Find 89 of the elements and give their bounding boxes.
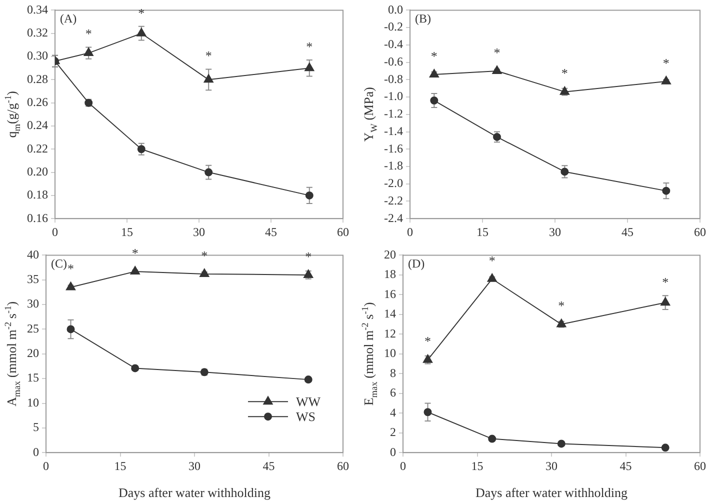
y-tick-label: -2.4 — [384, 210, 403, 225]
x-tick-label: 60 — [694, 224, 706, 239]
annotation: * — [558, 298, 565, 314]
y-tick-label: 0.28 — [27, 72, 48, 86]
y-tick-label: 12 — [384, 326, 396, 340]
y-tick-label: -0.2 — [384, 20, 403, 34]
y-tick-label: 30 — [27, 296, 39, 311]
annotation: (C) — [51, 256, 67, 270]
annotation: * — [662, 274, 669, 290]
annotation: (A) — [60, 11, 77, 26]
x-tick-label: 60 — [694, 458, 706, 473]
y-tick-label: 25 — [27, 321, 39, 336]
annotation: (D) — [408, 256, 425, 270]
y-tick-label: -2.0 — [384, 176, 403, 190]
x-axis-title: Days after water withholding — [118, 485, 271, 500]
y-tick-label: 0.16 — [27, 210, 48, 225]
annotation: * — [305, 248, 312, 264]
annotation: * — [430, 48, 438, 64]
x-tick-label: 30 — [188, 458, 200, 473]
x-tick-label: 0 — [406, 224, 413, 239]
y-tick-label: 0.18 — [27, 188, 48, 202]
annotation: * — [205, 48, 212, 64]
y-tick-label: -1.0 — [384, 89, 403, 104]
annotation: * — [424, 334, 431, 349]
y-tick-label: 2 — [390, 425, 396, 440]
annotation: (B) — [414, 11, 431, 26]
legend-label: WW — [296, 394, 322, 410]
y-tick-label: 0.24 — [27, 118, 48, 132]
x-tick-label: 30 — [546, 458, 558, 473]
x-axis-title: Days after water withholding — [476, 485, 628, 500]
y-tick-label: 0.20 — [27, 164, 48, 178]
y-tick-label: 20 — [27, 346, 39, 360]
y-tick-label: -1.8 — [384, 158, 403, 173]
y-tick-label: 0.0 — [388, 2, 403, 16]
y-tick-label: 0.26 — [27, 94, 48, 109]
y-tick-label: 16 — [384, 286, 396, 301]
y-tick-label: 0 — [33, 444, 39, 459]
y-tick-label: -0.8 — [384, 72, 403, 86]
y-tick-label: 14 — [384, 306, 396, 321]
x-tick-label: 15 — [121, 224, 133, 239]
y-axis-title: Emax (mmol m-2 s-1) — [360, 302, 380, 406]
x-tick-label: 45 — [262, 458, 275, 473]
x-tick-label: 0 — [52, 224, 58, 239]
annotation: * — [68, 261, 74, 276]
x-tick-label: 15 — [476, 224, 488, 239]
x-tick-label: 60 — [337, 458, 349, 473]
y-tick-label: 0.30 — [27, 48, 48, 63]
annotation: * — [201, 248, 208, 263]
y-axis-title: YW (MPa) — [361, 87, 380, 142]
annotation: * — [494, 44, 500, 60]
y-tick-label: 0.32 — [27, 26, 48, 40]
x-tick-label: 45 — [622, 224, 634, 239]
x-tick-label: 15 — [114, 458, 126, 473]
x-tick-label: 15 — [471, 458, 484, 473]
y-tick-label: 10 — [384, 346, 396, 360]
y-tick-label: 0.34 — [27, 2, 48, 16]
x-tick-label: 45 — [620, 458, 632, 473]
annotation: * — [561, 66, 568, 81]
x-tick-label: 30 — [193, 224, 205, 239]
y-tick-label: 5 — [33, 420, 39, 434]
y-tick-label: -0.6 — [384, 54, 403, 68]
y-tick-label: -1.2 — [384, 106, 403, 121]
y-tick-label: 4 — [390, 405, 396, 420]
y-axis-title: Amax (mmol m-2 s-1) — [4, 301, 23, 406]
y-tick-label: 8 — [390, 366, 396, 380]
y-tick-label: -1.4 — [384, 124, 403, 138]
y-tick-label: 0 — [390, 444, 396, 459]
y-tick-label: 18 — [384, 267, 396, 282]
y-tick-label: 40 — [27, 247, 39, 262]
y-tick-label: 35 — [27, 272, 39, 286]
y-tick-label: -0.4 — [384, 37, 403, 52]
annotation: * — [138, 5, 145, 20]
annotation: * — [132, 245, 138, 260]
y-tick-label: 20 — [384, 247, 396, 262]
annotation: * — [662, 55, 670, 70]
y-tick-label: 0.22 — [27, 141, 48, 156]
y-tick-label: -2.2 — [384, 193, 403, 208]
annotation: * — [85, 26, 92, 42]
y-tick-label: 6 — [390, 386, 396, 400]
y-tick-label: 15 — [27, 370, 39, 385]
y-tick-label: 10 — [27, 395, 39, 410]
annotation: * — [306, 38, 313, 54]
y-axis-title: qm(g/g-1) — [4, 90, 23, 138]
x-tick-label: 60 — [337, 224, 349, 239]
annotation: * — [488, 252, 496, 268]
legend-label: WS — [296, 409, 316, 424]
x-tick-label: 30 — [549, 224, 561, 239]
x-tick-label: 45 — [265, 224, 277, 239]
y-tick-label: -1.6 — [384, 141, 403, 156]
